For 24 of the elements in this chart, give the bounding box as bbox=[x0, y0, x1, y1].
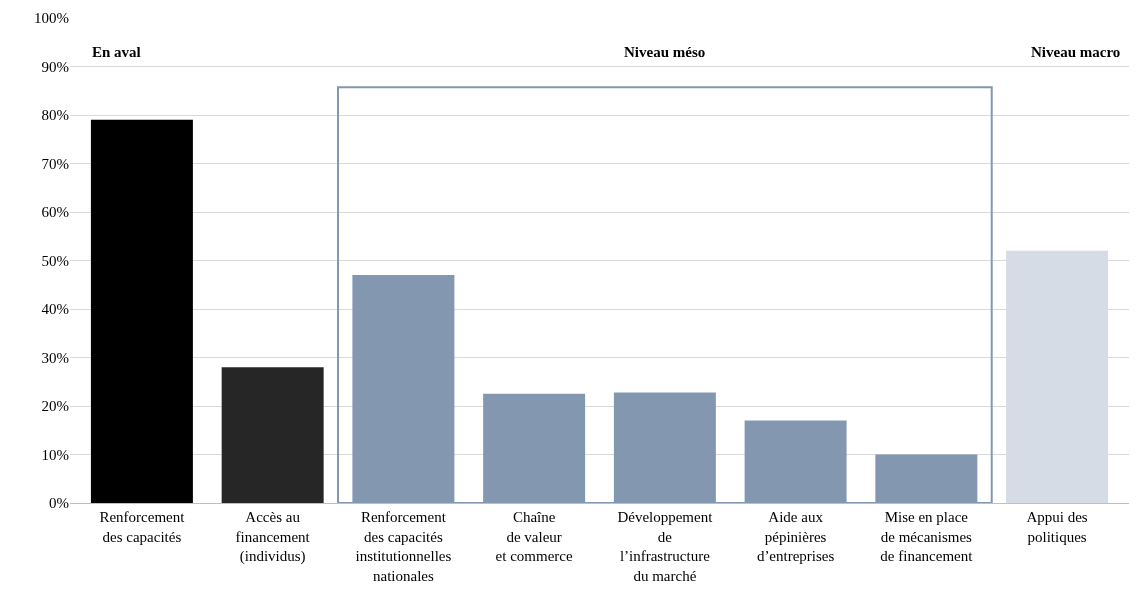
annotation: Niveau macro bbox=[1031, 44, 1121, 60]
annotation: Niveau méso bbox=[624, 44, 706, 60]
x-tick-label: Développement de l’infrastructure du marché bbox=[617, 509, 714, 584]
y-tick-label: 50% bbox=[41, 252, 69, 269]
x-tick-label: Chaîne de valeur et commerce bbox=[495, 509, 573, 564]
y-tick-label: 20% bbox=[41, 398, 69, 415]
y-tick-label: 80% bbox=[41, 107, 69, 124]
x-tick-label: Appui des politiques bbox=[1026, 509, 1088, 545]
y-tick-label: 90% bbox=[41, 58, 69, 75]
y-tick-label: 30% bbox=[41, 349, 69, 366]
y-tick-label: 70% bbox=[41, 155, 69, 172]
annotation: En aval bbox=[92, 44, 141, 60]
x-tick-label: Aide aux pépinières d’entreprises bbox=[756, 509, 835, 564]
y-tick-label: 60% bbox=[41, 204, 69, 221]
bar bbox=[221, 367, 324, 503]
y-tick-label: 10% bbox=[41, 446, 69, 463]
y-tick-label: 40% bbox=[41, 301, 69, 318]
y-tick-label: 100% bbox=[34, 10, 69, 27]
x-tick-label: Renforcement des capacités bbox=[99, 509, 186, 545]
bar bbox=[90, 119, 193, 503]
x-tick-label: Renforcement des capacités institutionnelles nationales bbox=[355, 509, 452, 584]
x-tick-label: Accès au financement (individus) bbox=[235, 509, 311, 565]
x-tick-label: Mise en place de mécanismes de financement bbox=[880, 509, 974, 564]
y-tick-label: 0% bbox=[49, 495, 69, 512]
